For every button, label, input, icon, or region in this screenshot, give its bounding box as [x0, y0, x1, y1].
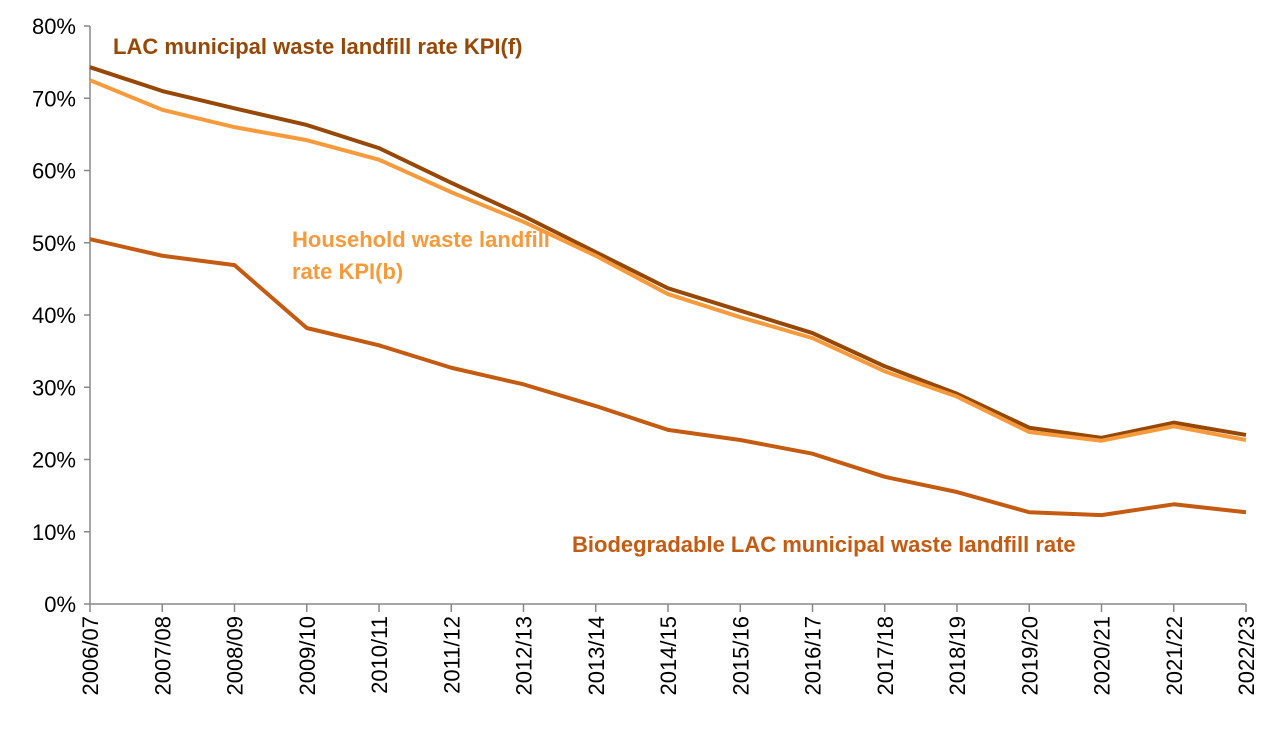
series-line — [89, 65, 1247, 440]
x-tick-label: 2007/08 — [150, 616, 175, 696]
y-tick-label: 40% — [32, 303, 76, 328]
x-tick-label: 2016/17 — [801, 616, 826, 696]
y-tick-label: 30% — [32, 375, 76, 400]
x-tick-label: 2010/11 — [367, 616, 392, 694]
y-tick-label: 0% — [44, 592, 76, 617]
y-tick-label: 50% — [32, 231, 76, 256]
series-line — [89, 78, 1247, 443]
y-tick-label: 80% — [32, 14, 76, 39]
x-tick-label: 2018/19 — [945, 616, 970, 696]
x-tick-label: 2022/23 — [1234, 616, 1259, 696]
x-tick-label: 2014/15 — [656, 616, 681, 696]
y-tick-label: 70% — [32, 86, 76, 111]
y-tick-label: 10% — [32, 520, 76, 545]
y-tick-label: 20% — [32, 448, 76, 473]
x-tick-label: 2017/18 — [873, 616, 898, 696]
x-tick-label: 2015/16 — [728, 616, 753, 696]
x-tick-label: 2021/22 — [1162, 616, 1187, 696]
x-tick-label: 2009/10 — [295, 616, 320, 696]
series-label: LAC municipal waste landfill rate KPI(f) — [113, 34, 523, 59]
x-tick-label: 2012/13 — [512, 616, 537, 696]
x-tick-label: 2011/12 — [439, 616, 464, 694]
x-tick-label: 2006/07 — [78, 616, 103, 696]
x-tick-label: 2020/21 — [1090, 616, 1115, 696]
series-label: Biodegradable LAC municipal waste landfi… — [572, 532, 1076, 557]
x-tick-label: 2019/20 — [1017, 616, 1042, 696]
series-line — [89, 237, 1247, 518]
y-tick-label: 60% — [32, 159, 76, 184]
x-tick-label: 2013/14 — [584, 616, 609, 696]
series-label: Household waste landfill rate KPI(b) — [292, 227, 550, 284]
x-tick-label: 2008/09 — [223, 616, 248, 696]
